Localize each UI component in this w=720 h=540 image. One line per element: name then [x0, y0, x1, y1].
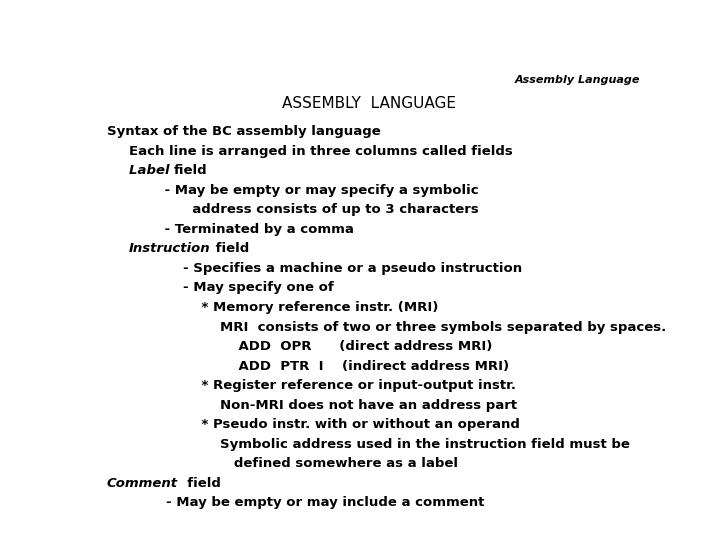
Text: ASSEMBLY  LANGUAGE: ASSEMBLY LANGUAGE — [282, 96, 456, 111]
Text: - May be empty or may specify a symbolic: - May be empty or may specify a symbolic — [145, 184, 478, 197]
Text: field: field — [174, 164, 208, 177]
Text: Symbolic address used in the instruction field must be: Symbolic address used in the instruction… — [145, 438, 630, 451]
Text: Label: Label — [129, 164, 174, 177]
Text: address consists of up to 3 characters: address consists of up to 3 characters — [145, 203, 479, 216]
Text: Each line is arranged in three columns called fields: Each line is arranged in three columns c… — [129, 145, 513, 158]
Text: - May specify one of: - May specify one of — [145, 281, 333, 294]
Text: defined somewhere as a label: defined somewhere as a label — [145, 457, 458, 470]
Text: Non-MRI does not have an address part: Non-MRI does not have an address part — [145, 399, 517, 411]
Text: - Terminated by a comma: - Terminated by a comma — [145, 223, 354, 236]
Text: - May be empty or may include a comment: - May be empty or may include a comment — [129, 496, 485, 509]
Text: Syntax of the BC assembly language: Syntax of the BC assembly language — [107, 125, 380, 138]
Text: - Specifies a machine or a pseudo instruction: - Specifies a machine or a pseudo instru… — [145, 262, 522, 275]
Text: field: field — [178, 477, 221, 490]
Text: * Pseudo instr. with or without an operand: * Pseudo instr. with or without an opera… — [145, 418, 520, 431]
Text: ADD  OPR      (direct address MRI): ADD OPR (direct address MRI) — [145, 340, 492, 353]
Text: ADD  PTR  I    (indirect address MRI): ADD PTR I (indirect address MRI) — [145, 360, 509, 373]
Text: MRI  consists of two or three symbols separated by spaces.: MRI consists of two or three symbols sep… — [145, 321, 666, 334]
Text: Comment: Comment — [107, 477, 178, 490]
Text: Instruction: Instruction — [129, 242, 211, 255]
Text: Assembly Language: Assembly Language — [514, 75, 639, 85]
Text: * Memory reference instr. (MRI): * Memory reference instr. (MRI) — [145, 301, 438, 314]
Text: * Register reference or input-output instr.: * Register reference or input-output ins… — [145, 379, 516, 392]
Text: field: field — [211, 242, 249, 255]
